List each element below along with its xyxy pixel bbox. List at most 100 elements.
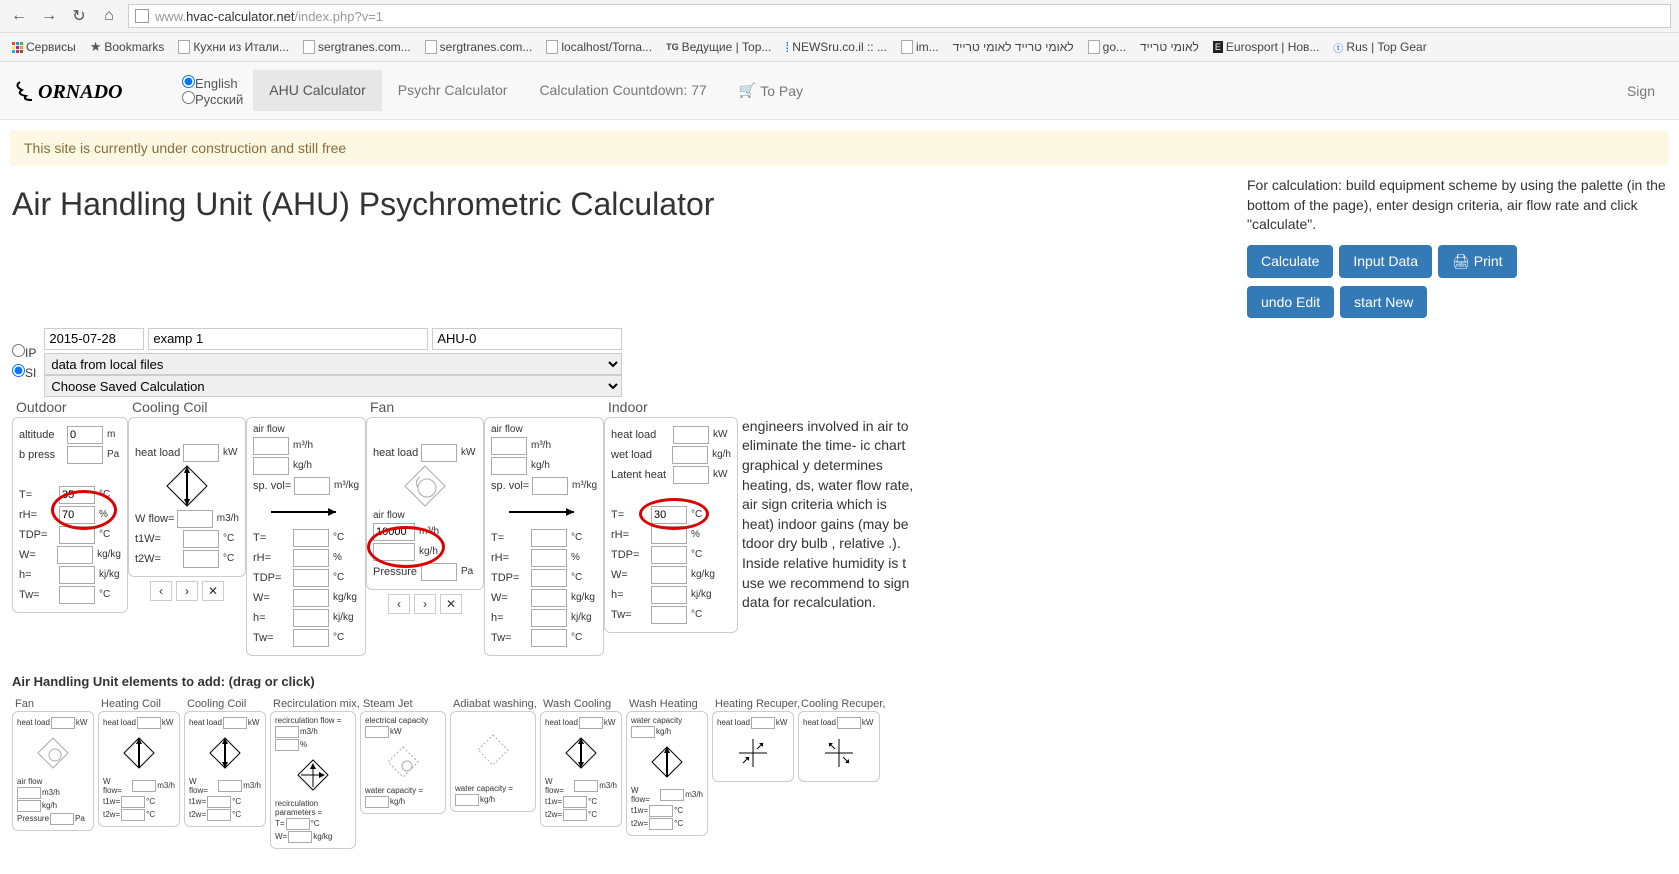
tab-psychr[interactable]: Psychr Calculator: [382, 70, 524, 111]
af1-w-input[interactable]: [293, 589, 329, 607]
fan-block[interactable]: heat loadkW air flow m³/h kg/h PressureP…: [366, 417, 484, 590]
bookmark-item[interactable]: ⓣRus | Top Gear: [1329, 38, 1430, 57]
start-new-button[interactable]: start New: [1340, 286, 1427, 318]
tab-topay[interactable]: 🛒To Pay: [723, 70, 819, 111]
af1-kgh-input[interactable]: [253, 457, 289, 475]
bookmark-item[interactable]: localhost/Torna...: [542, 38, 656, 56]
url-bar[interactable]: www.hvac-calculator.net/index.php?v=1: [128, 4, 1671, 28]
bookmark-item[interactable]: go...: [1084, 38, 1130, 56]
indoor-w-input[interactable]: [651, 566, 687, 584]
outdoor-w-input[interactable]: [57, 546, 93, 564]
outdoor-tw-input[interactable]: [59, 586, 95, 604]
bookmark-item[interactable]: לאומי טרייד: [1136, 38, 1203, 56]
outdoor-t-input[interactable]: [59, 486, 95, 504]
af1-m3h-input[interactable]: [253, 437, 289, 455]
cooling-wflow-input[interactable]: [177, 510, 213, 528]
back-button[interactable]: ←: [8, 5, 30, 27]
af2-kgh-input[interactable]: [491, 457, 527, 475]
bookmark-item[interactable]: ★Bookmarks: [86, 37, 169, 57]
lang-ru-radio[interactable]: [182, 91, 195, 104]
fan-kgh-input[interactable]: [373, 543, 415, 561]
fan-heat-input[interactable]: [421, 444, 457, 462]
reload-button[interactable]: ↻: [68, 5, 90, 27]
next-button[interactable]: ›: [414, 594, 436, 614]
saved-calc-select[interactable]: Choose Saved Calculation: [44, 375, 622, 397]
fan-press-input[interactable]: [421, 563, 457, 581]
af1-tdp-input[interactable]: [293, 569, 329, 587]
cooling-t1w-input[interactable]: [183, 530, 219, 548]
lang-en-radio[interactable]: [182, 75, 195, 88]
indoor-heat-input[interactable]: [673, 426, 709, 444]
bookmark-item[interactable]: Кухни из Итали...: [174, 38, 293, 56]
altitude-input[interactable]: [67, 426, 103, 444]
cooling-t2w-input[interactable]: [183, 550, 219, 568]
indoor-h-input[interactable]: [651, 586, 687, 604]
home-button[interactable]: ⌂: [98, 5, 120, 27]
bookmark-item[interactable]: im...: [897, 38, 943, 56]
indoor-lat-input[interactable]: [673, 466, 709, 484]
palette-washheat[interactable]: Wash Heating water capacity kg/h W flow=…: [626, 711, 708, 836]
date-input[interactable]: [44, 328, 144, 350]
palette-recirc[interactable]: Recirculation mix, recirculation flow = …: [270, 711, 356, 849]
af2-tdp-input[interactable]: [531, 569, 567, 587]
palette-fan[interactable]: Fan heat loadkW air flow m3/h kg/h Press…: [12, 711, 94, 831]
af2-w-input[interactable]: [531, 589, 567, 607]
indoor-t-input[interactable]: [651, 506, 687, 524]
palette-steam[interactable]: Steam Jet electrical capacity kW water c…: [360, 711, 446, 814]
ahu-input[interactable]: [432, 328, 622, 350]
bookmark-item[interactable]: ⁞NEWSru.co.il :: ...: [781, 37, 891, 57]
data-source-select[interactable]: data from local files: [44, 353, 622, 375]
undo-button[interactable]: undo Edit: [1247, 286, 1334, 318]
bookmark-item[interactable]: sergtranes.com...: [421, 38, 537, 56]
af1-t-input[interactable]: [293, 529, 329, 547]
af2-m3h-input[interactable]: [491, 437, 527, 455]
af1-tw-input[interactable]: [293, 629, 329, 647]
indoor-wet-input[interactable]: [672, 446, 708, 464]
tab-ahu[interactable]: AHU Calculator: [253, 70, 381, 111]
close-button[interactable]: ✕: [440, 594, 462, 614]
indoor-tw-input[interactable]: [651, 606, 687, 624]
af2-tw-input[interactable]: [531, 629, 567, 647]
next-button[interactable]: ›: [176, 581, 198, 601]
af2-spvol-input[interactable]: [532, 477, 568, 495]
tab-countdown[interactable]: Calculation Countdown: 77: [523, 70, 722, 111]
palette-coolrec[interactable]: Cooling Recuper, heat loadkW: [798, 711, 880, 782]
palette-heatrec[interactable]: Heating Recuper, heat loadkW: [712, 711, 794, 782]
palette-heating[interactable]: Heating Coil heat loadkW W flow=m3/h t1w…: [98, 711, 180, 827]
bookmark-item[interactable]: EEurosport | Нов...: [1209, 38, 1324, 56]
outdoor-tdp-input[interactable]: [59, 526, 95, 544]
calculate-button[interactable]: Calculate: [1247, 245, 1333, 278]
language-selector[interactable]: English Русский: [182, 75, 243, 107]
indoor-rh-input[interactable]: [651, 526, 687, 544]
bookmark-item[interactable]: sergtranes.com...: [299, 38, 415, 56]
bookmark-item[interactable]: לאומי טרייד לאומי טרייד: [949, 38, 1078, 56]
si-radio[interactable]: [12, 364, 25, 377]
cooling-block[interactable]: heat loadkW W flow=m3/h t1W=°C t2W=°C: [128, 417, 246, 577]
palette-adiabat[interactable]: Adiabat washing, water capacity = kg/h: [450, 711, 536, 812]
bookmark-item[interactable]: TGВедущие | Top...: [662, 38, 775, 56]
outdoor-h-input[interactable]: [59, 566, 95, 584]
close-button[interactable]: ✕: [202, 581, 224, 601]
indoor-tdp-input[interactable]: [651, 546, 687, 564]
af1-h-input[interactable]: [293, 609, 329, 627]
af2-h-input[interactable]: [531, 609, 567, 627]
print-button[interactable]: 🖨Print: [1438, 245, 1517, 278]
forward-button[interactable]: →: [38, 5, 60, 27]
apps-button[interactable]: Сервисы: [8, 38, 80, 56]
cooling-heat-input[interactable]: [183, 444, 219, 462]
af2-rh-input[interactable]: [531, 549, 567, 567]
fan-airflow-input[interactable]: [373, 523, 415, 541]
af2-t-input[interactable]: [531, 529, 567, 547]
palette-washcool[interactable]: Wash Cooling heat loadkW W flow=m3/h t1w…: [540, 711, 622, 827]
ip-radio[interactable]: [12, 344, 25, 357]
input-data-button[interactable]: Input Data: [1339, 245, 1432, 278]
outdoor-rh-input[interactable]: [59, 506, 95, 524]
name-input[interactable]: [148, 328, 428, 350]
af1-rh-input[interactable]: [293, 549, 329, 567]
bpress-input[interactable]: [67, 446, 103, 464]
palette-cooling[interactable]: Cooling Coil heat loadkW W flow=m3/h t1w…: [184, 711, 266, 827]
sign-link[interactable]: Sign: [1627, 83, 1667, 99]
prev-button[interactable]: ‹: [150, 581, 172, 601]
prev-button[interactable]: ‹: [388, 594, 410, 614]
af1-spvol-input[interactable]: [294, 477, 330, 495]
